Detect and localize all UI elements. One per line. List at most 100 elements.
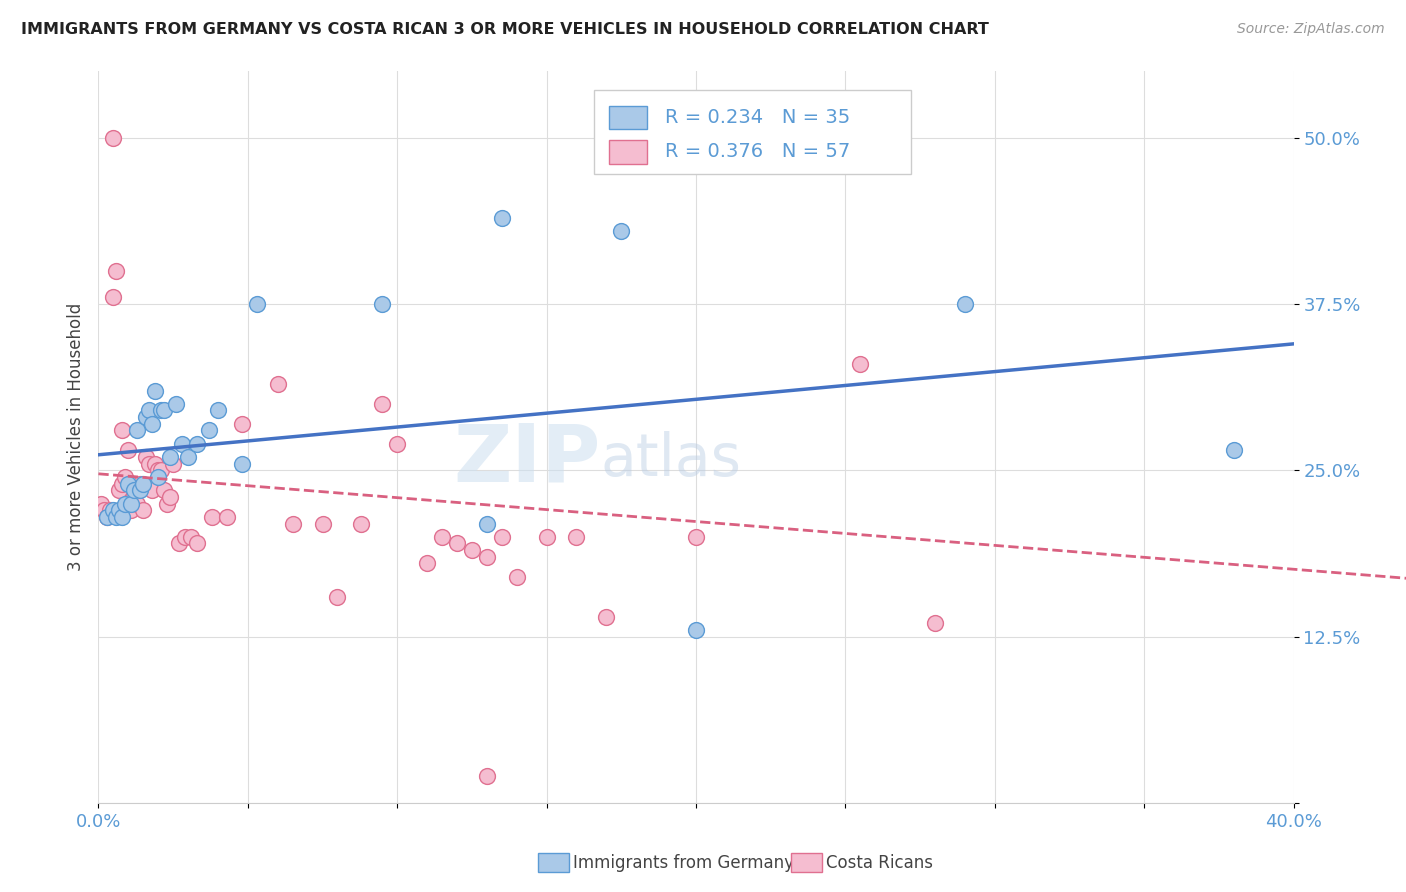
Y-axis label: 3 or more Vehicles in Household: 3 or more Vehicles in Household [66,303,84,571]
Point [536,530,558,544]
Point [114,497,136,511]
Point [475,549,498,564]
Point [143,457,166,471]
Point [132,503,155,517]
Point [685,530,707,544]
Text: Source: ZipAtlas.com: Source: ZipAtlas.com [1237,22,1385,37]
Point [371,397,394,411]
Point [120,503,142,517]
Point [129,476,152,491]
Point [90,497,112,511]
Point [98,503,122,517]
Point [124,490,146,504]
Point [138,403,160,417]
Point [143,384,166,398]
Point [111,476,134,491]
Point [177,450,200,464]
Point [1223,443,1246,458]
Point [565,530,588,544]
Point [117,476,139,491]
Point [231,457,253,471]
Point [103,290,125,304]
Point [132,476,155,491]
Point [745,131,768,145]
Point [153,403,176,417]
Point [127,424,149,438]
Point [430,530,453,544]
Point [117,443,139,458]
Point [117,497,139,511]
Point [350,516,373,531]
Point [96,509,118,524]
Point [114,470,136,484]
Point [371,297,394,311]
Point [924,616,946,631]
Point [491,530,513,544]
Point [311,516,333,531]
Point [156,497,179,511]
Bar [609,140,647,163]
Point [186,536,208,550]
Point [849,357,872,371]
FancyBboxPatch shape [595,90,911,174]
Point [267,376,290,391]
Point [416,557,439,571]
Point [172,436,194,450]
Point [93,503,115,517]
Point [96,509,118,524]
Text: Immigrants from Germany: Immigrants from Germany [574,854,794,871]
Point [162,457,184,471]
Point [186,436,208,450]
Text: R = 0.234   N = 35: R = 0.234 N = 35 [665,108,851,127]
Point [103,503,125,517]
Point [108,503,131,517]
Point [141,417,163,431]
Point [138,457,160,471]
Point [129,483,152,498]
Point [111,424,134,438]
Point [491,211,513,225]
Point [120,497,142,511]
Text: atlas: atlas [600,431,741,488]
Point [159,490,181,504]
Point [103,131,125,145]
Text: R = 0.376   N = 57: R = 0.376 N = 57 [665,143,851,161]
Point [953,297,976,311]
Point [148,470,170,484]
Point [141,483,163,498]
Point [446,536,468,550]
Point [105,264,128,278]
Point [685,623,707,637]
Point [595,609,617,624]
Point [167,536,190,550]
Point [281,516,304,531]
Point [610,224,633,238]
Text: IMMIGRANTS FROM GERMANY VS COSTA RICAN 3 OR MORE VEHICLES IN HOUSEHOLD CORRELATI: IMMIGRANTS FROM GERMANY VS COSTA RICAN 3… [21,22,988,37]
Point [246,297,269,311]
Point [231,417,253,431]
Point [127,497,149,511]
Point [174,530,197,544]
Point [475,516,498,531]
Text: ZIP: ZIP [453,420,600,498]
Point [150,403,173,417]
Point [475,769,498,783]
Point [385,436,409,450]
Point [135,450,157,464]
Point [153,483,176,498]
Bar [609,106,647,129]
Point [461,543,484,558]
Point [215,509,238,524]
Text: Costa Ricans: Costa Ricans [827,854,934,871]
Point [180,530,202,544]
Point [159,450,181,464]
Point [105,509,128,524]
Point [201,509,224,524]
Point [506,570,529,584]
Point [148,463,170,477]
Point [135,410,157,425]
Point [165,397,187,411]
Point [111,509,134,524]
Point [124,483,146,498]
Point [150,463,173,477]
